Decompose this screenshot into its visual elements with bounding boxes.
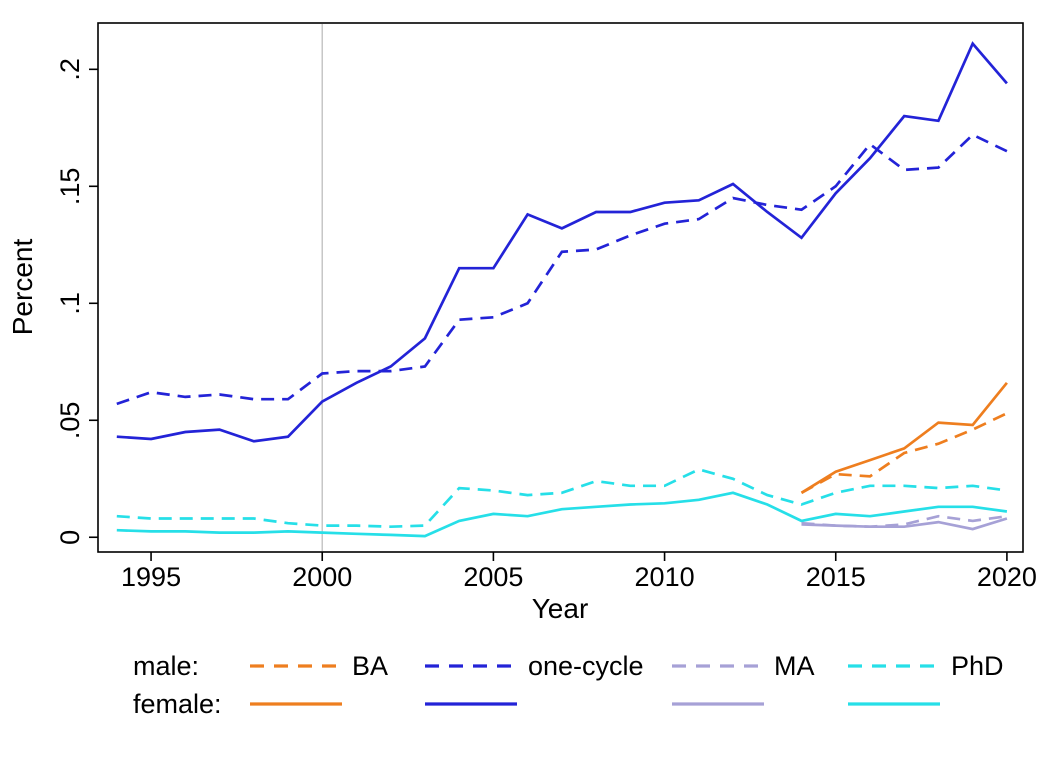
y-axis-title: Percent <box>7 239 38 336</box>
series-line-female-phd <box>116 491 1008 538</box>
legend: male: female: BA one-cycle MA PhD <box>133 651 1004 719</box>
series-line-male-ma <box>801 514 1008 529</box>
x-tick-label-2015: 2015 <box>806 562 866 592</box>
x-axis-title: Year <box>532 593 589 624</box>
x-tick-label-2005: 2005 <box>463 562 523 592</box>
series-line-female-ba <box>800 381 1008 494</box>
y-tick-label-.15: .15 <box>55 168 85 206</box>
series-line-male-one-cycle <box>116 133 1008 406</box>
legend-item-ba: BA <box>352 651 388 681</box>
legend-item-one-cycle: one-cycle <box>528 651 644 681</box>
series-line-female-ma <box>801 517 1008 531</box>
legend-item-phd: PhD <box>951 651 1004 681</box>
series-line-male-phd <box>116 467 1008 529</box>
y-tick-label-.2: .2 <box>55 58 85 81</box>
legend-item-ma: MA <box>774 651 815 681</box>
series-line-female-one-cycle <box>116 41 1008 443</box>
x-tick-label-2010: 2010 <box>635 562 695 592</box>
y-tick-label-.05: .05 <box>55 402 85 440</box>
x-tick-label-1995: 1995 <box>121 562 181 592</box>
legend-row-male-label: male: <box>133 651 199 681</box>
legend-row-female-label: female: <box>133 689 222 719</box>
y-tick-label-0: 0 <box>55 530 85 545</box>
x-tick-label-2000: 2000 <box>292 562 352 592</box>
y-tick-label-.1: .1 <box>55 292 85 315</box>
plot-border <box>97 22 1024 553</box>
plot-area: 1995 2000 2005 2010 2015 2020 0 .05 .1 .15 .2 <box>55 22 1037 592</box>
series-line-male-ba <box>800 412 1008 494</box>
x-tick-label-2020: 2020 <box>977 562 1037 592</box>
